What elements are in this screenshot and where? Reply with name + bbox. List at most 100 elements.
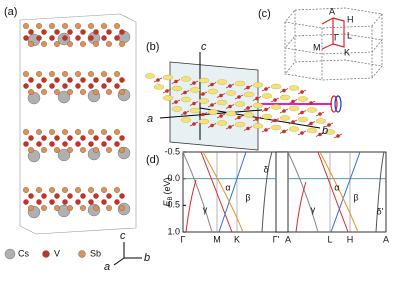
atom	[93, 135, 99, 141]
v-bond	[225, 124, 235, 130]
atom	[75, 71, 81, 77]
atom	[67, 77, 73, 83]
v-bond	[297, 110, 307, 115]
atom	[114, 71, 120, 77]
atom	[93, 147, 99, 153]
v-bond	[189, 101, 199, 106]
atom	[106, 135, 112, 141]
atom	[62, 23, 68, 29]
atom	[119, 193, 125, 199]
legend-marker	[4, 248, 16, 260]
atom	[88, 23, 94, 29]
v-bond	[180, 110, 190, 116]
atom	[36, 23, 42, 29]
plot-frame	[275, 151, 289, 233]
atom	[36, 83, 42, 89]
v-bond	[288, 99, 298, 104]
atom	[36, 187, 42, 193]
atom	[101, 187, 107, 193]
v-bond	[297, 89, 307, 95]
sb-atom	[171, 85, 183, 92]
atom	[67, 193, 73, 199]
sb-atom	[261, 93, 273, 99]
atom	[119, 205, 125, 211]
atom	[114, 141, 120, 147]
atom	[23, 23, 29, 29]
sb-atom	[279, 94, 291, 101]
v-bond	[234, 94, 244, 100]
atom	[62, 187, 68, 193]
atom	[80, 89, 86, 95]
atom	[54, 77, 60, 83]
sb-atom	[198, 118, 210, 125]
band-label: β	[353, 192, 358, 202]
v-bond	[225, 104, 235, 109]
axis-label: a	[104, 261, 110, 273]
atom	[106, 205, 112, 211]
atom	[27, 149, 41, 163]
atom	[36, 35, 42, 41]
band	[287, 151, 319, 233]
sb-atom	[207, 88, 219, 95]
atom	[80, 205, 86, 211]
band-label: δ	[263, 164, 268, 174]
atom	[62, 83, 68, 89]
sb-atom	[315, 118, 327, 124]
atom	[114, 23, 120, 29]
atom	[41, 77, 47, 83]
atom	[88, 71, 94, 77]
atom	[28, 205, 34, 211]
band	[261, 151, 273, 233]
atom	[28, 147, 34, 153]
brillouin-zone	[284, 7, 383, 81]
atom	[67, 135, 73, 141]
v-bond	[198, 91, 208, 97]
atom	[106, 77, 112, 83]
bz-label: H	[347, 14, 354, 24]
sb-atom	[234, 121, 246, 128]
bz-label: K	[344, 47, 350, 57]
band	[200, 151, 233, 233]
x-tick-label: H	[347, 234, 354, 244]
atom	[57, 204, 71, 218]
sb-atom	[252, 102, 264, 109]
sb-atom	[162, 95, 174, 101]
atom	[36, 71, 42, 77]
band-label: α	[225, 182, 230, 192]
atom	[23, 199, 29, 205]
atom	[114, 83, 120, 89]
atom	[62, 199, 68, 205]
v-bond	[162, 88, 172, 94]
sb-atom	[288, 126, 300, 132]
x-tick-label: L	[327, 234, 332, 244]
atom	[75, 83, 81, 89]
sb-atom	[261, 113, 273, 120]
atom	[23, 35, 29, 41]
legend-marker	[42, 250, 50, 258]
axis-label: c	[120, 230, 126, 242]
panel-label: (d)	[146, 154, 159, 166]
atom	[88, 129, 94, 135]
x-tick-label: M	[213, 234, 221, 244]
atom	[106, 193, 112, 199]
atom	[41, 147, 47, 153]
atom	[41, 135, 47, 141]
panel-label: (c)	[258, 8, 271, 20]
sb-atom	[180, 76, 192, 82]
panel-label: (a)	[4, 6, 17, 18]
band-label: α	[334, 182, 339, 192]
v-bond	[270, 97, 280, 103]
atom	[41, 41, 47, 47]
bz-path	[321, 17, 345, 50]
atom	[54, 29, 60, 35]
atom	[28, 89, 34, 95]
bz-label: Γ	[334, 32, 339, 42]
sb-atom	[144, 73, 156, 79]
legend-marker	[78, 250, 86, 258]
band	[295, 181, 307, 233]
atom	[80, 77, 86, 83]
atom	[41, 89, 47, 95]
sb-atom	[324, 129, 336, 135]
axis-label: c	[201, 41, 207, 53]
atom	[80, 41, 86, 47]
